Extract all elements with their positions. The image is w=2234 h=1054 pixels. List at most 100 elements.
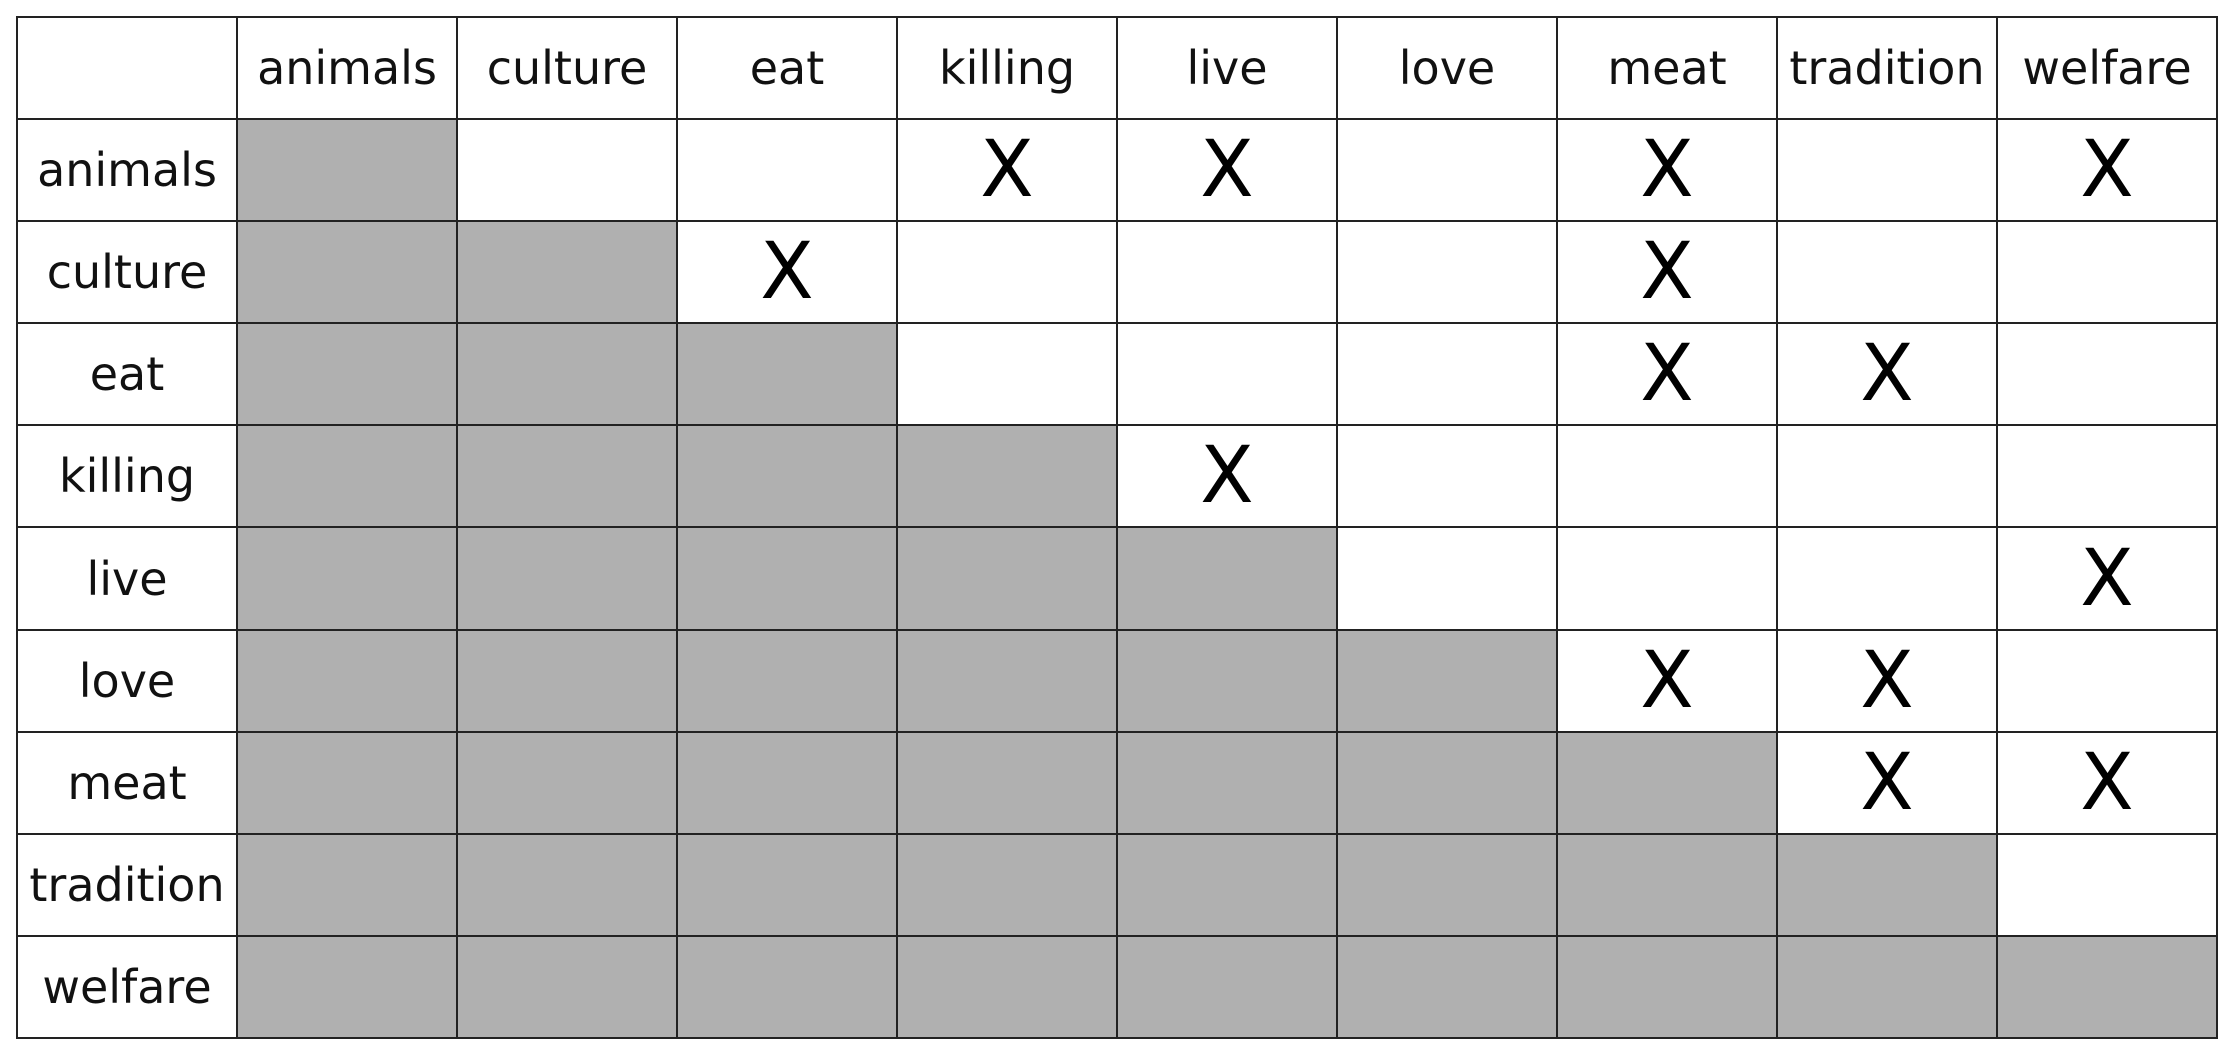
cell-culture-welfare xyxy=(1996,220,2218,325)
shaded-cell xyxy=(1556,832,1778,937)
matrix-row-killing: killing X xyxy=(16,424,2218,529)
shaded-cell xyxy=(236,526,458,631)
matrix-row-love: love X X xyxy=(16,628,2218,733)
matrix-row-culture: culture X X xyxy=(16,220,2218,325)
shaded-cell xyxy=(896,730,1118,835)
cell-killing-meat xyxy=(1556,424,1778,529)
cell-culture-tradition xyxy=(1776,220,1998,325)
column-header-live: live xyxy=(1116,15,1338,121)
header-row: animals culture eat killing live love meat trad… xyxy=(16,15,2218,121)
column-header-tradition: tradition xyxy=(1776,15,1998,121)
shaded-cell xyxy=(1116,730,1338,835)
shaded-cell xyxy=(676,322,898,427)
cell-killing-tradition xyxy=(1776,424,1998,529)
column-header-love: love xyxy=(1336,15,1558,121)
mark-killing-live: X xyxy=(1116,424,1338,529)
cell-tradition-welfare xyxy=(1996,832,2218,937)
shaded-cell xyxy=(1336,934,1558,1040)
shaded-cell xyxy=(896,628,1118,733)
shaded-cell xyxy=(456,322,678,427)
shaded-cell xyxy=(236,832,458,937)
column-header-culture: culture xyxy=(456,15,678,121)
co-occurrence-matrix: animals culture eat killing live love meat trad… xyxy=(16,15,2218,1040)
row-header-eat: eat xyxy=(16,322,238,427)
shaded-cell xyxy=(236,424,458,529)
shaded-cell xyxy=(456,526,678,631)
corner-cell xyxy=(16,15,238,121)
cell-culture-love xyxy=(1336,220,1558,325)
matrix-row-live: live X xyxy=(16,526,2218,631)
matrix-row-tradition: tradition xyxy=(16,832,2218,937)
shaded-cell xyxy=(456,628,678,733)
mark-eat-tradition: X xyxy=(1776,322,1998,427)
matrix-body: animals culture eat killing live love meat trad… xyxy=(16,15,2218,1040)
cell-live-meat xyxy=(1556,526,1778,631)
shaded-cell xyxy=(456,424,678,529)
row-header-love: love xyxy=(16,628,238,733)
cell-eat-love xyxy=(1336,322,1558,427)
mark-animals-meat: X xyxy=(1556,118,1778,223)
row-header-tradition: tradition xyxy=(16,832,238,937)
cell-animals-love xyxy=(1336,118,1558,223)
column-header-welfare: welfare xyxy=(1996,15,2218,121)
cell-eat-live xyxy=(1116,322,1338,427)
column-header-eat: eat xyxy=(676,15,898,121)
shaded-cell xyxy=(676,832,898,937)
shaded-cell xyxy=(896,526,1118,631)
cell-culture-live xyxy=(1116,220,1338,325)
mark-love-meat: X xyxy=(1556,628,1778,733)
cell-culture-killing xyxy=(896,220,1118,325)
row-header-meat: meat xyxy=(16,730,238,835)
mark-meat-welfare: X xyxy=(1996,730,2218,835)
cell-animals-eat xyxy=(676,118,898,223)
shaded-cell xyxy=(676,424,898,529)
row-header-killing: killing xyxy=(16,424,238,529)
shaded-cell xyxy=(676,628,898,733)
shaded-cell xyxy=(236,934,458,1040)
column-header-animals: animals xyxy=(236,15,458,121)
cell-animals-culture xyxy=(456,118,678,223)
shaded-cell xyxy=(1116,832,1338,937)
mark-culture-meat: X xyxy=(1556,220,1778,325)
matrix-row-eat: eat X X xyxy=(16,322,2218,427)
shaded-cell xyxy=(1336,832,1558,937)
shaded-cell xyxy=(1556,934,1778,1040)
cell-eat-welfare xyxy=(1996,322,2218,427)
shaded-cell xyxy=(236,118,458,223)
shaded-cell xyxy=(1996,934,2218,1040)
mark-eat-meat: X xyxy=(1556,322,1778,427)
matrix-row-meat: meat X X xyxy=(16,730,2218,835)
row-header-culture: culture xyxy=(16,220,238,325)
shaded-cell xyxy=(1776,934,1998,1040)
shaded-cell xyxy=(236,220,458,325)
mark-animals-live: X xyxy=(1116,118,1338,223)
shaded-cell xyxy=(1336,730,1558,835)
row-header-welfare: welfare xyxy=(16,934,238,1040)
column-header-killing: killing xyxy=(896,15,1118,121)
cell-killing-welfare xyxy=(1996,424,2218,529)
shaded-cell xyxy=(676,730,898,835)
row-header-live: live xyxy=(16,526,238,631)
column-header-meat: meat xyxy=(1556,15,1778,121)
cell-killing-love xyxy=(1336,424,1558,529)
matrix-row-welfare: welfare xyxy=(16,934,2218,1040)
cell-live-tradition xyxy=(1776,526,1998,631)
shaded-cell xyxy=(1116,934,1338,1040)
shaded-cell xyxy=(236,730,458,835)
shaded-cell xyxy=(676,526,898,631)
shaded-cell xyxy=(676,934,898,1040)
shaded-cell xyxy=(1116,628,1338,733)
shaded-cell xyxy=(456,220,678,325)
shaded-cell xyxy=(1116,526,1338,631)
shaded-cell xyxy=(1556,730,1778,835)
shaded-cell xyxy=(456,934,678,1040)
mark-animals-welfare: X xyxy=(1996,118,2218,223)
cell-eat-killing xyxy=(896,322,1118,427)
cell-live-love xyxy=(1336,526,1558,631)
cell-animals-tradition xyxy=(1776,118,1998,223)
shaded-cell xyxy=(236,628,458,733)
row-header-animals: animals xyxy=(16,118,238,223)
matrix-row-animals: animals X X X X xyxy=(16,118,2218,223)
shaded-cell xyxy=(456,730,678,835)
mark-love-tradition: X xyxy=(1776,628,1998,733)
